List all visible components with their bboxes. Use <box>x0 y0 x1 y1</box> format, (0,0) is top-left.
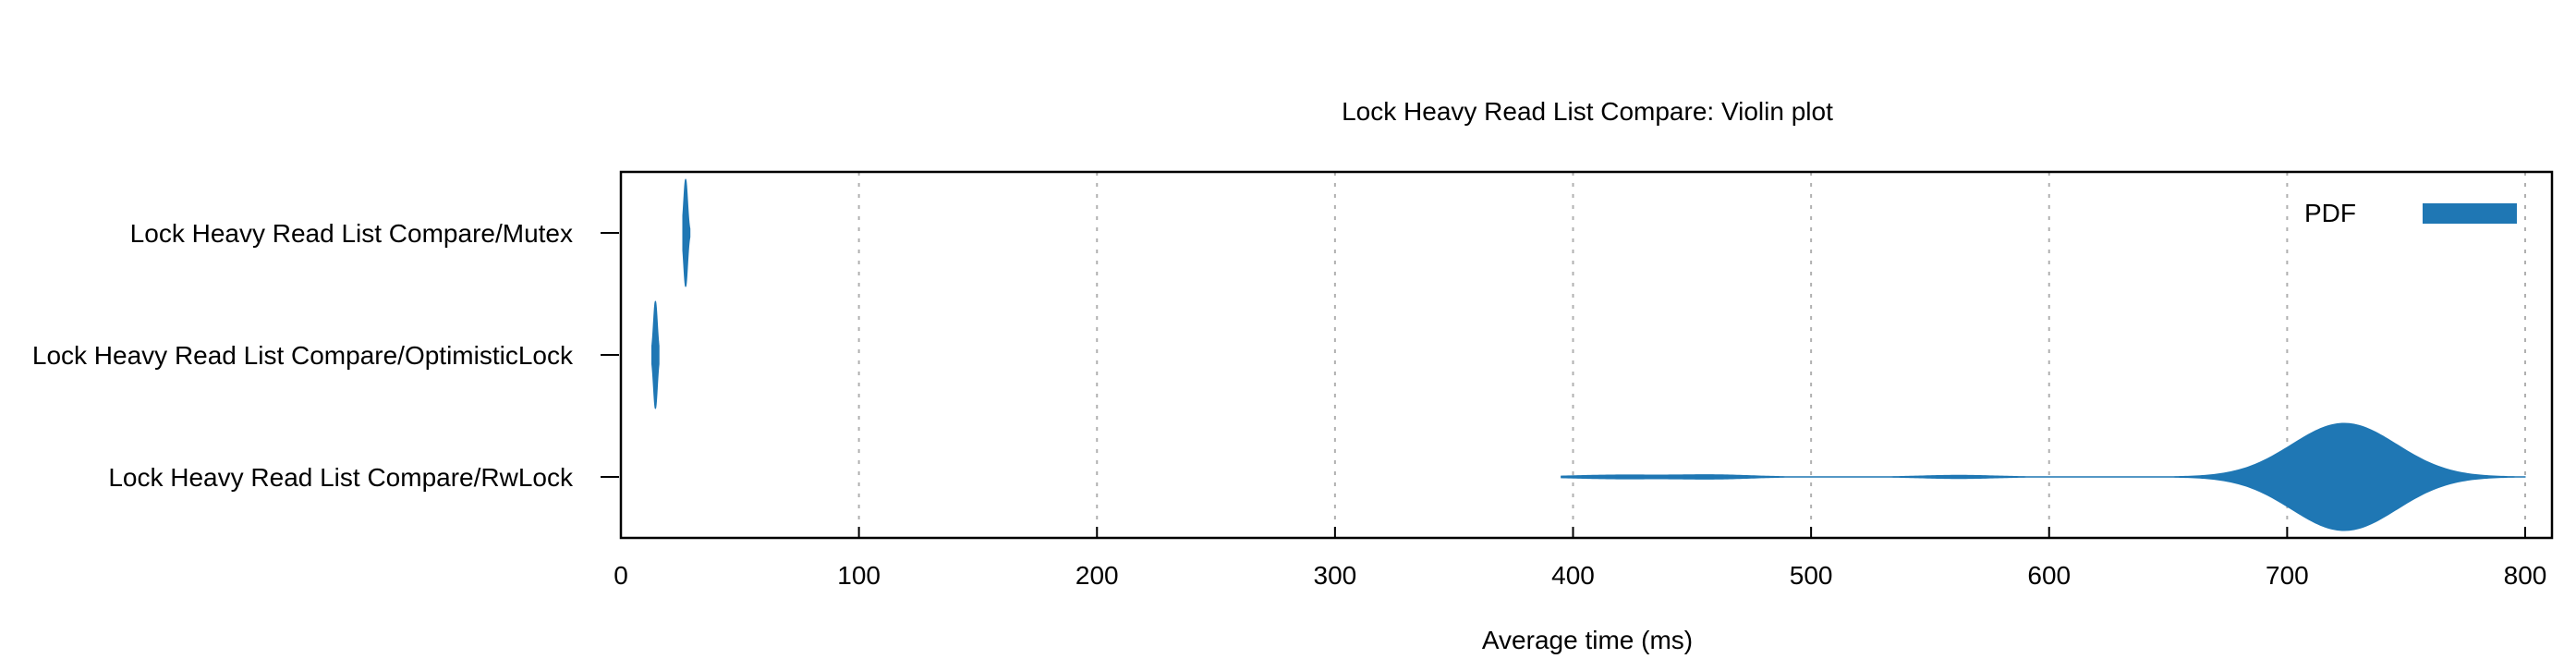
y-category-label: Lock Heavy Read List Compare/RwLock <box>108 463 574 492</box>
violins <box>650 178 2526 531</box>
chart-title: Lock Heavy Read List Compare: Violin plo… <box>1342 97 1833 126</box>
legend-swatch <box>2423 203 2517 224</box>
violin-shape <box>1561 422 2526 531</box>
y-category-label: Lock Heavy Read List Compare/OptimisticL… <box>32 341 574 370</box>
x-tick-label: 0 <box>614 561 628 590</box>
legend-label: PDF <box>2304 199 2356 227</box>
legend: PDF <box>2304 199 2517 227</box>
y-category-label: Lock Heavy Read List Compare/Mutex <box>130 219 573 248</box>
x-tick-label: 100 <box>837 561 881 590</box>
x-axis: 0 100 200 300 400 500 600 700 800 <box>614 527 2546 590</box>
x-tick-label: 700 <box>2266 561 2309 590</box>
x-tick-label: 600 <box>2027 561 2071 590</box>
x-tick-label: 400 <box>1551 561 1595 590</box>
x-tick-label: 500 <box>1790 561 1833 590</box>
violin-shape <box>682 178 691 287</box>
x-tick-label: 800 <box>2504 561 2547 590</box>
x-tick-label: 200 <box>1075 561 1119 590</box>
x-tick-label: 300 <box>1314 561 1357 590</box>
y-axis: Lock Heavy Read List Compare/Mutex Lock H… <box>32 219 619 492</box>
violin-shape <box>650 300 660 409</box>
x-axis-label: Average time (ms) <box>1482 626 1693 654</box>
plot-frame <box>619 170 2554 540</box>
